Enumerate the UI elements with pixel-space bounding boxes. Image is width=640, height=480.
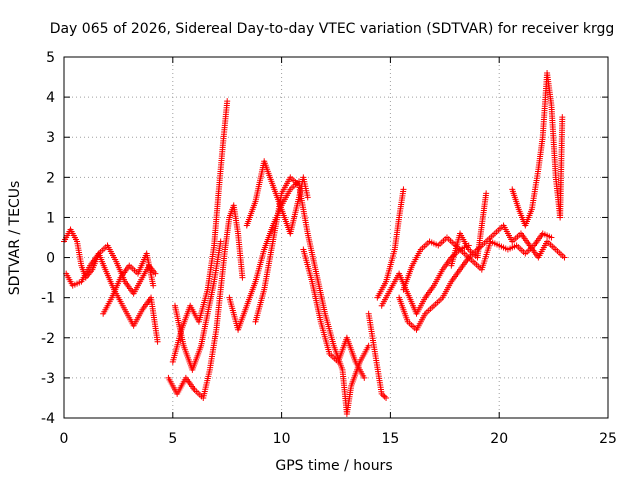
data-point — [380, 392, 387, 399]
data-point — [154, 338, 161, 345]
y-tick-label: -1 — [41, 291, 55, 307]
data-point — [383, 394, 390, 401]
series-trace-f — [171, 238, 224, 373]
x-tick-label: 5 — [168, 431, 177, 447]
data-point — [224, 98, 231, 105]
x-tick-label: 0 — [60, 431, 69, 447]
data-point — [559, 114, 566, 121]
x-tick-label: 20 — [490, 431, 508, 447]
x-tick-label: 15 — [381, 431, 399, 447]
series-trace-o — [400, 230, 555, 293]
data-point — [548, 234, 555, 241]
tick-labels: 0 5 10 15 20 25 -4 -3 -2 -1 0 1 2 3 4 5 — [41, 50, 617, 447]
y-tick-label: 1 — [46, 210, 55, 226]
y-tick-label: -4 — [41, 411, 55, 427]
x-tick-label: 25 — [599, 431, 617, 447]
data-point — [152, 270, 159, 277]
data-points — [61, 70, 568, 417]
series-trace-m — [378, 242, 472, 317]
data-point — [304, 194, 311, 201]
plot-frame — [63, 56, 609, 419]
y-tick-label: 0 — [46, 251, 55, 267]
x-tick-label: 10 — [273, 431, 291, 447]
grid — [64, 57, 608, 418]
data-point — [361, 374, 368, 381]
series-trace-p — [448, 190, 490, 269]
series-trace-j — [300, 246, 368, 381]
series-trace-k — [365, 310, 390, 401]
data-point — [217, 238, 224, 245]
x-axis-label: GPS time / hours — [275, 458, 392, 474]
series-trace-d — [165, 202, 246, 401]
data-point — [378, 390, 385, 397]
y-tick-label: 2 — [46, 170, 55, 186]
y-tick-label: 5 — [46, 50, 55, 66]
chart-title: Day 065 of 2026, Sidereal Day-to-day VTE… — [50, 21, 615, 37]
data-point — [150, 282, 157, 289]
data-point — [400, 186, 407, 193]
y-tick-label: 3 — [46, 130, 55, 146]
series-trace-e — [169, 98, 231, 365]
data-point — [483, 190, 490, 197]
data-point — [561, 254, 568, 261]
series-trace-l — [374, 186, 407, 301]
data-point — [381, 393, 388, 400]
series-trace-q — [509, 70, 566, 229]
data-point — [239, 274, 246, 281]
data-point — [365, 342, 372, 349]
y-tick-label: -2 — [41, 331, 55, 347]
series-trace-i — [252, 174, 372, 417]
series-trace-h — [243, 158, 311, 237]
y-tick-label: -3 — [41, 371, 55, 387]
y-axis-label: SDTVAR / TECUs — [7, 181, 23, 296]
series-trace-c — [100, 250, 157, 317]
y-tick-label: 4 — [46, 90, 55, 106]
